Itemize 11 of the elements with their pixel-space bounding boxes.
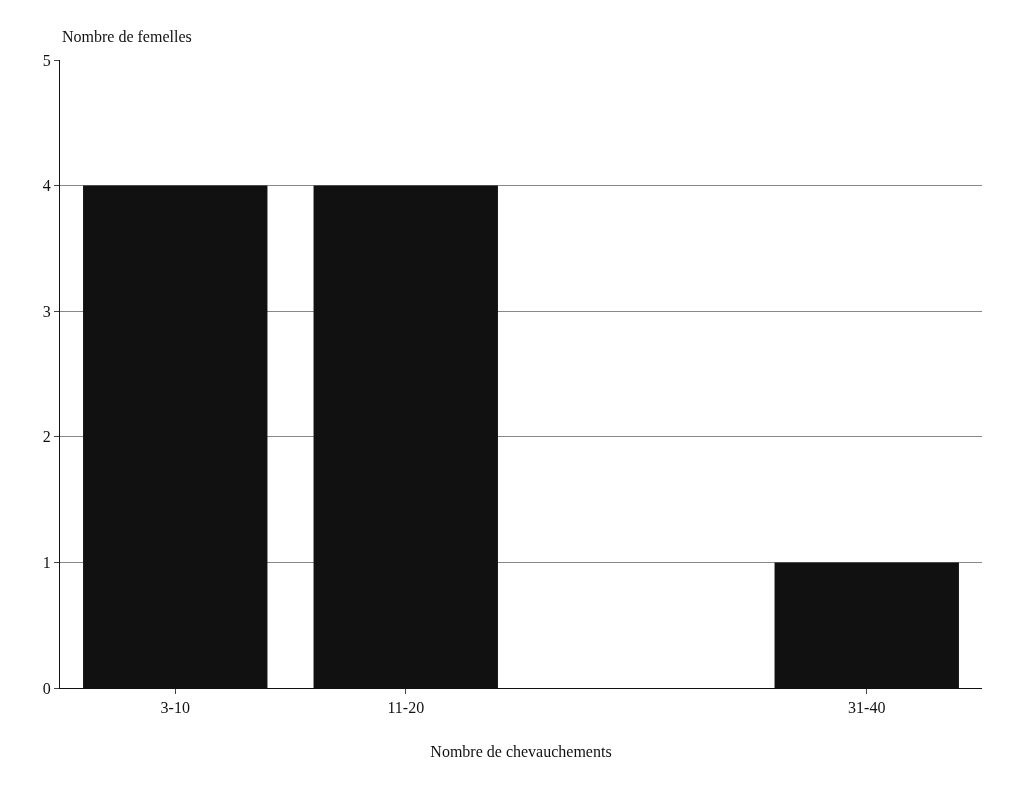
x-tick-label: 31-40	[848, 699, 886, 717]
y-tick-label: 1	[42, 554, 51, 571]
y-tick-label: 2	[42, 428, 51, 446]
y-tick-label: 4	[42, 177, 51, 195]
x-axis-title: Nombre de chevauchements	[430, 742, 612, 760]
y-tick-label: 0	[42, 679, 51, 697]
y-axis-title: Nombre de femelles	[62, 28, 192, 45]
x-tick-label: 11-20	[387, 699, 425, 717]
x-tick-label: 3-10	[160, 699, 190, 717]
y-tick-label: 5	[42, 51, 51, 69]
y-tick-label: 3	[42, 302, 51, 320]
